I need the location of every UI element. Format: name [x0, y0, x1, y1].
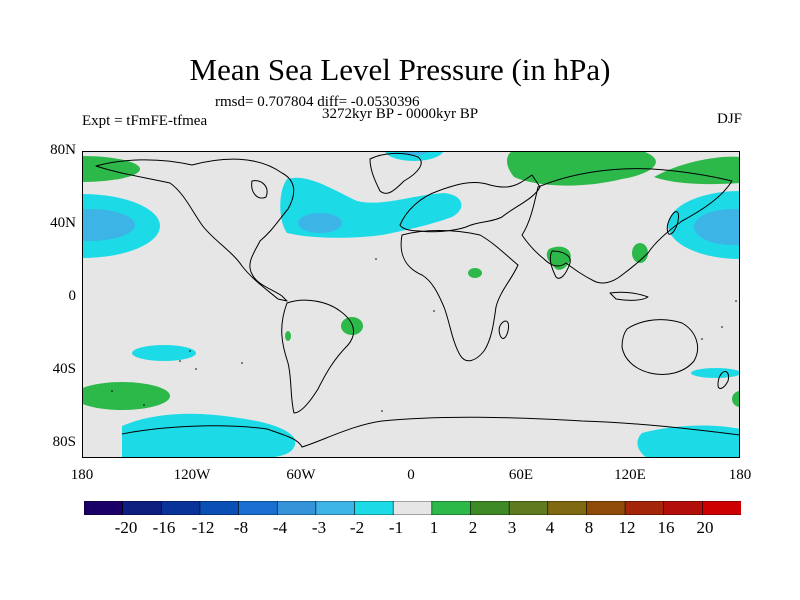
- antarctica-coast: [121, 416, 740, 448]
- colorbar-label: -8: [233, 518, 249, 537]
- japan-coast: [666, 211, 679, 235]
- lon-label-60w: 60W: [286, 467, 316, 483]
- brazil-high: [341, 317, 363, 335]
- map-frame: [82, 151, 740, 458]
- asia-coast: [521, 168, 733, 284]
- colorbar: [84, 501, 741, 515]
- hudson-bay: [251, 180, 268, 199]
- siberia-high: [507, 151, 656, 186]
- ocean-background: [82, 151, 740, 458]
- colorbar-label: -20: [114, 518, 138, 537]
- negative-anomaly-regions: [82, 151, 740, 458]
- colorbar-swatch: [702, 501, 741, 515]
- lon-label-120e: 120E: [614, 467, 646, 483]
- greenland-coast: [369, 152, 422, 194]
- colorbar-label: 16: [657, 518, 675, 537]
- colorbar-swatch: [315, 501, 356, 515]
- colorbar-swatch: [470, 501, 510, 515]
- pacific-core-west: [82, 209, 135, 241]
- antarctic-low-east: [637, 425, 740, 458]
- positive-anomaly-regions: [82, 151, 740, 410]
- colorbar-swatch: [624, 501, 665, 515]
- colorbar-swatch: [276, 501, 317, 515]
- deep-negative-cores: [82, 151, 740, 245]
- colorbar-label: 4: [545, 518, 555, 537]
- indonesia-coast: [609, 291, 649, 301]
- colorbar-swatch: [122, 501, 162, 515]
- pacific-core-east: [694, 209, 740, 245]
- colorbar-label: 20: [696, 518, 714, 537]
- south-china-high: [632, 243, 648, 263]
- south-pacific-low: [132, 345, 196, 361]
- stats-line: rmsd= 0.707804 diff= -0.0530396: [215, 94, 420, 110]
- colorbar-label: -12: [191, 518, 215, 537]
- colorbar-swatch: [354, 501, 394, 515]
- colorbar-swatch: [431, 501, 472, 515]
- coastlines: [95, 152, 740, 448]
- colorbar-label: 12: [618, 518, 636, 537]
- colorbar-label: -3: [311, 518, 327, 537]
- india-coast: [549, 250, 571, 279]
- colorbar-swatch: [199, 501, 240, 515]
- africa-high: [468, 268, 482, 278]
- lat-label-80s: 80S: [52, 434, 76, 450]
- colorbar-label: 2: [468, 518, 478, 537]
- colorbar-label: 8: [584, 518, 594, 537]
- lon-label-180e: 180: [728, 467, 752, 483]
- lat-label-40n: 40N: [50, 215, 76, 231]
- colorbar-swatch: [508, 501, 549, 515]
- northeast-pacific-high: [654, 156, 740, 185]
- colorbar-swatch: [392, 501, 433, 515]
- lat-label-40s: 40S: [52, 361, 76, 377]
- africa-coast: [400, 230, 519, 362]
- north-america-coast: [95, 158, 295, 302]
- lon-label-180w: 180: [70, 467, 94, 483]
- atlantic-core: [298, 213, 342, 233]
- experiment-label: Expt = tFmFE-tfmea: [82, 113, 208, 129]
- colorbar-label: 1: [429, 518, 439, 537]
- colorbar-swatch: [84, 501, 124, 515]
- season-label: DJF: [716, 111, 742, 127]
- colorbar-label: -1: [388, 518, 404, 537]
- colorbar-label: -4: [272, 518, 288, 537]
- madagascar-coast: [498, 320, 509, 339]
- colorbar-swatch: [663, 501, 703, 515]
- colorbar-swatch: [547, 501, 588, 515]
- south-pacific-high-east: [732, 391, 740, 407]
- period-label: 3272kyr BP - 0000kyr BP: [322, 106, 479, 122]
- south-atlantic-high: [82, 382, 170, 410]
- colorbar-label: -2: [349, 518, 365, 537]
- lon-label-60e: 60E: [508, 467, 534, 483]
- northwest-pacific-high: [82, 156, 140, 182]
- colorbar-swatch: [160, 501, 201, 515]
- islands: [111, 258, 737, 412]
- colorbar-swatch: [586, 501, 626, 515]
- pressure-anomaly-map: [82, 151, 740, 458]
- south-america-high-small: [285, 331, 291, 341]
- lon-label-120w: 120W: [173, 467, 211, 483]
- map-title: Mean Sea Level Pressure (in hPa): [189, 52, 611, 87]
- colorbar-swatch: [238, 501, 278, 515]
- lat-label-80n: 80N: [50, 142, 76, 158]
- south-america-coast: [281, 299, 355, 414]
- colorbar-label: 3: [507, 518, 517, 537]
- lon-label-0: 0: [407, 467, 415, 483]
- new-zealand-coast: [717, 370, 729, 389]
- antarctic-low-west: [122, 413, 296, 458]
- colorbar-label: -16: [152, 518, 176, 537]
- south-indian-low: [691, 368, 740, 378]
- australia-coast: [621, 319, 698, 375]
- lat-label-0: 0: [68, 288, 77, 304]
